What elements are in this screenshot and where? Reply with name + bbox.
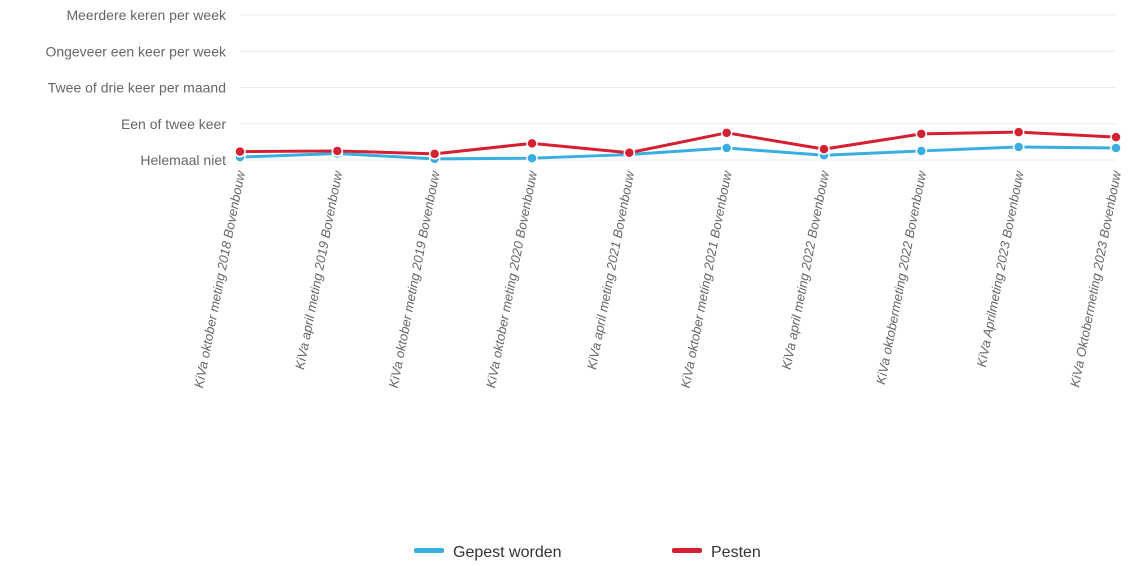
x-tick-label: KiVa Oktobermeting 2023 Bovenbouw <box>1067 168 1124 388</box>
y-tick-label: Ongeveer een keer per week <box>45 43 227 59</box>
data-point[interactable] <box>428 148 441 160</box>
y-tick-label: Helemaal niet <box>140 152 226 168</box>
data-point[interactable] <box>526 152 538 164</box>
data-point[interactable] <box>915 145 928 157</box>
x-tick-label: KiVa oktober meting 2021 Bovenbouw <box>678 168 735 389</box>
legend-swatch <box>414 548 444 553</box>
data-point[interactable] <box>720 142 733 154</box>
series-line-1 <box>239 145 1117 161</box>
data-point[interactable] <box>818 143 830 155</box>
y-tick-label: Meerdere keren per week <box>66 7 227 23</box>
legend-label[interactable]: Gepest worden <box>453 544 562 561</box>
x-tick-label: KiVa oktober meting 2018 Bovenbouw <box>191 168 248 389</box>
x-tick-label: KiVa Aprilmeting 2023 Bovenbouw <box>974 168 1027 368</box>
y-tick-label: Een of twee keer <box>121 116 226 132</box>
data-point[interactable] <box>331 145 344 157</box>
data-point[interactable] <box>1012 126 1025 138</box>
data-point[interactable] <box>915 128 928 140</box>
data-point[interactable] <box>1110 131 1122 143</box>
x-tick-label: KiVa oktober meting 2020 Bovenbouw <box>483 168 540 389</box>
x-tick-label: KiVa april meting 2022 Bovenbouw <box>779 168 833 371</box>
legend-label[interactable]: Pesten <box>711 544 761 561</box>
data-point[interactable] <box>234 145 246 158</box>
x-tick-label: KiVa april meting 2021 Bovenbouw <box>584 168 638 371</box>
x-tick-label: KiVa oktober meting 2019 Bovenbouw <box>386 168 443 389</box>
data-point[interactable] <box>720 127 733 139</box>
data-point[interactable] <box>1110 142 1122 154</box>
series-line-2 <box>239 130 1117 156</box>
y-tick-label: Twee of drie keer per maand <box>48 80 226 96</box>
legend-swatch <box>672 548 702 553</box>
x-tick-label: KiVa april meting 2019 Bovenbouw <box>292 168 346 371</box>
x-tick-label: KiVa oktobermeting 2022 Bovenbouw <box>873 168 929 386</box>
data-point[interactable] <box>1012 141 1025 153</box>
data-point[interactable] <box>623 147 636 159</box>
data-point[interactable] <box>526 137 538 150</box>
